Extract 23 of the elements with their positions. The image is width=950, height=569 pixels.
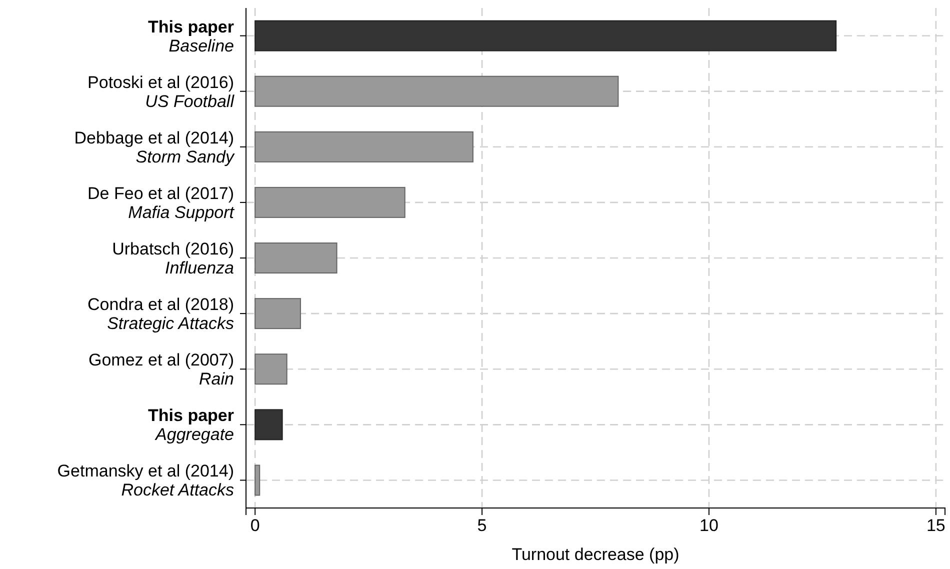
- y-tick-label: De Feo et al (2017) Mafia Support: [88, 184, 236, 222]
- y-tick-label: Gomez et al (2007) Rain: [88, 350, 234, 389]
- y-tick-label: Debbage et al (2014) Storm Sandy: [74, 128, 236, 166]
- bar: [254, 131, 474, 162]
- y-tick-label: Potoski et al (2016) US Football: [88, 72, 236, 111]
- x-tick-label: 15: [926, 516, 946, 536]
- x-tick-label: 5: [477, 516, 487, 536]
- x-tick-label: 0: [250, 516, 260, 536]
- y-tick-label: Urbatsch (2016) Influenza: [112, 240, 234, 278]
- y-tick-label: Getmansky et al (2014) Rocket Attacks: [57, 462, 234, 500]
- bar: [254, 76, 619, 107]
- y-tick-label: This paper Aggregate: [148, 406, 234, 444]
- y-tick-label: Condra et al (2018) Strategic Attacks: [88, 295, 234, 334]
- bar: [254, 20, 837, 52]
- bar: [254, 298, 301, 330]
- bar: [254, 464, 260, 496]
- bar: [254, 409, 283, 440]
- bar: [254, 186, 406, 218]
- x-tick-label: 10: [700, 516, 718, 536]
- bar: [254, 354, 288, 385]
- y-tick-label: This paper Baseline: [148, 17, 234, 56]
- bar: [254, 242, 338, 274]
- x-axis-title: Turnout decrease (pp): [512, 545, 680, 564]
